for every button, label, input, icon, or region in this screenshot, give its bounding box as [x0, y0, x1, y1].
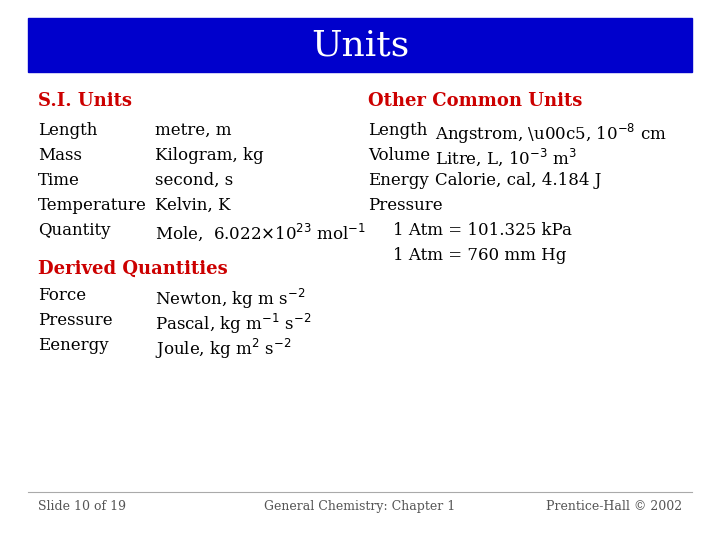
Text: Prentice-Hall © 2002: Prentice-Hall © 2002	[546, 500, 682, 513]
Text: metre, m: metre, m	[155, 122, 232, 139]
Text: Temperature: Temperature	[38, 197, 147, 214]
Text: Length: Length	[38, 122, 97, 139]
Text: second, s: second, s	[155, 172, 233, 189]
Text: Kelvin, K: Kelvin, K	[155, 197, 230, 214]
Text: Newton, kg m s$^{-2}$: Newton, kg m s$^{-2}$	[155, 287, 305, 311]
Text: Litre, L, 10$^{-3}$ m$^{3}$: Litre, L, 10$^{-3}$ m$^{3}$	[435, 147, 577, 168]
Text: Slide 10 of 19: Slide 10 of 19	[38, 500, 126, 513]
Text: Angstrom, \u00c5, 10$^{-8}$ cm: Angstrom, \u00c5, 10$^{-8}$ cm	[435, 122, 667, 146]
Text: General Chemistry: Chapter 1: General Chemistry: Chapter 1	[264, 500, 456, 513]
Text: Pressure: Pressure	[38, 312, 112, 329]
Text: S.I. Units: S.I. Units	[38, 92, 132, 110]
Text: 1 Atm = 101.325 kPa: 1 Atm = 101.325 kPa	[393, 222, 572, 239]
Text: Pressure: Pressure	[368, 197, 443, 214]
Text: Calorie, cal, 4.184 J: Calorie, cal, 4.184 J	[435, 172, 601, 189]
Text: Eenergy: Eenergy	[38, 337, 109, 354]
Text: Kilogram, kg: Kilogram, kg	[155, 147, 264, 164]
FancyBboxPatch shape	[28, 18, 692, 72]
Text: Pascal, kg m$^{-1}$ s$^{-2}$: Pascal, kg m$^{-1}$ s$^{-2}$	[155, 312, 311, 336]
Text: Mole,  6.022$\times$10$^{23}$ mol$^{-1}$: Mole, 6.022$\times$10$^{23}$ mol$^{-1}$	[155, 222, 366, 244]
Text: Joule, kg m$^{2}$ s$^{-2}$: Joule, kg m$^{2}$ s$^{-2}$	[155, 337, 292, 361]
Text: Quantity: Quantity	[38, 222, 110, 239]
Text: Energy: Energy	[368, 172, 428, 189]
Text: 1 Atm = 760 mm Hg: 1 Atm = 760 mm Hg	[393, 247, 567, 264]
Text: Force: Force	[38, 287, 86, 304]
Text: Length: Length	[368, 122, 428, 139]
Text: Units: Units	[311, 28, 409, 62]
Text: Volume: Volume	[368, 147, 430, 164]
Text: Time: Time	[38, 172, 80, 189]
Text: Mass: Mass	[38, 147, 82, 164]
Text: Other Common Units: Other Common Units	[368, 92, 582, 110]
Text: Derived Quantities: Derived Quantities	[38, 260, 228, 278]
